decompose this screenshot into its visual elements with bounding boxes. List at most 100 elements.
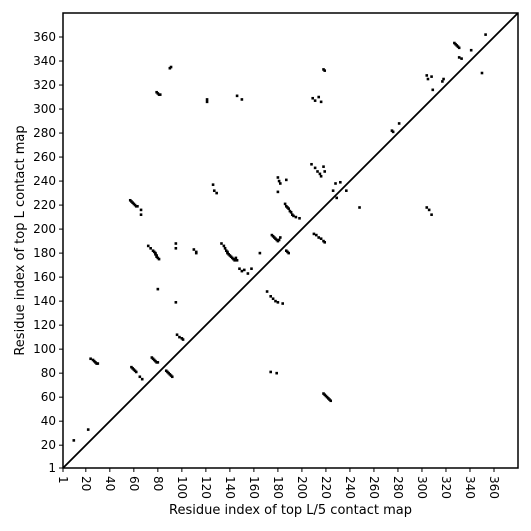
contact-point [192,248,196,251]
contact-point [246,272,250,275]
contact-point [442,77,445,81]
y-tick-label: 360 [33,30,56,44]
y-tick-label: 1 [48,461,56,475]
contact-point [391,130,395,134]
x-tick-label: 180 [271,476,285,499]
x-tick-label: 320 [439,476,453,499]
contact-point [175,333,179,337]
contact-point [157,257,161,261]
x-tick-label: 260 [367,476,381,499]
contact-point [149,247,152,250]
y-tick-label: 180 [33,246,56,260]
contact-point [397,122,401,125]
contact-point [156,361,160,364]
contact-point [427,208,431,212]
contact-point [358,206,361,209]
contact-point [311,96,315,100]
contact-point [89,357,92,361]
x-tick-label: 60 [127,476,141,491]
contact-point [205,98,209,101]
contact-point [276,190,280,194]
contact-point [269,295,272,298]
x-tick-label: 140 [223,476,237,499]
contact-point [287,207,290,210]
contact-point [274,299,277,303]
contact-point [313,166,317,170]
contact-point [269,370,272,374]
contact-point [277,179,281,183]
diagonal-line [62,12,519,469]
contact-point [480,71,484,75]
contact-point [457,46,461,50]
contact-point [156,287,160,291]
contact-point [174,247,178,250]
y-tick-label: 300 [33,102,56,116]
contact-point [178,335,181,339]
contact-point [469,48,473,52]
contact-point [283,202,287,206]
contact-point [235,259,239,262]
contact-point [430,213,433,216]
contact-point [335,196,339,200]
contact-point [158,93,162,96]
contact-point [275,371,278,375]
contact-point [136,204,139,208]
contact-point [287,251,290,255]
contact-point [298,216,301,220]
contact-point [96,362,100,365]
contact-point [292,214,295,218]
x-tick-label: 280 [391,476,405,499]
contact-point [138,375,142,379]
contact-point [426,77,430,81]
contact-point [425,74,429,77]
contact-point [460,57,463,60]
contact-point [170,375,174,379]
y-tick-label: 20 [41,438,56,452]
contact-points [72,33,487,442]
contact-point [313,99,317,102]
y-axis-title: Residue index of top L contact map [13,125,28,355]
contact-point [317,95,321,99]
x-tick-label: 100 [175,476,189,499]
contact-point [215,191,218,195]
x-tick-label: 80 [151,476,165,491]
x-axis-title: Residue index of top L/5 contact map [169,503,412,518]
x-axis: 1 20 40 60 80 100 120 140 160 180 200 220 240 260 280 3… [56,468,501,499]
x-tick-label: 1 [56,476,70,484]
contact-point [345,189,348,192]
x-tick-label: 220 [319,476,333,499]
contact-point [220,242,223,245]
y-tick-label: 80 [41,366,56,380]
contact-point [278,182,282,185]
x-tick-label: 200 [295,476,309,499]
x-tick-label: 120 [199,476,213,499]
contact-point [140,377,144,381]
x-tick-label: 160 [247,476,261,499]
contact-point [174,301,178,304]
contact-point [281,302,284,305]
x-tick-label: 20 [79,476,93,491]
x-tick-label: 300 [415,476,429,499]
contact-point [86,428,90,431]
contact-point [72,439,76,442]
y-tick-label: 60 [41,390,56,404]
contact-point [323,69,327,72]
contact-point [334,182,337,185]
x-tick-label: 40 [103,476,117,491]
contact-point [240,269,244,273]
y-tick-label: 120 [33,318,56,332]
contact-point [205,100,209,104]
contact-point [322,165,325,168]
y-tick-label: 280 [33,126,56,140]
contact-point [315,233,318,237]
y-tick-label: 160 [33,270,56,284]
contact-point [425,206,429,209]
contact-point [318,172,322,176]
contact-point [323,241,327,244]
y-tick-label: 140 [33,294,56,308]
y-tick-label: 100 [33,342,56,356]
contact-point [194,251,198,255]
contact-point [319,237,323,240]
contact-point [284,178,288,182]
